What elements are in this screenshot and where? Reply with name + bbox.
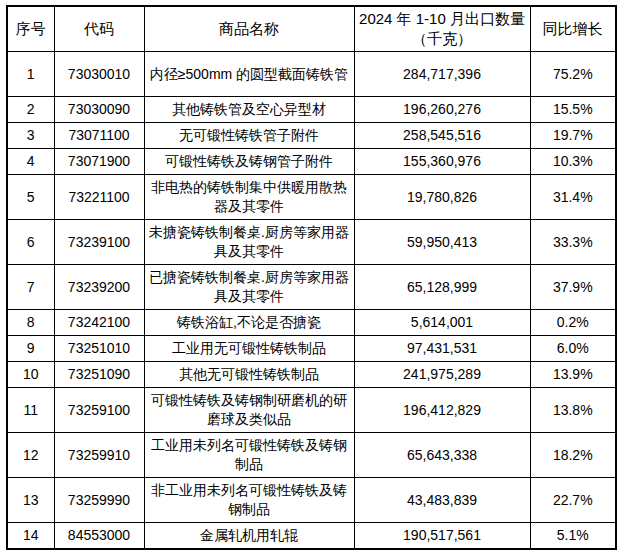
table-row: 3 73071100 无可锻性铸铁管子附件 258,545,516 19.7% — [7, 123, 616, 149]
cell-name: 可锻性铸铁及铸钢制研磨机的研磨球及类似品 — [144, 388, 354, 433]
cell-name: 其他无可锻性铸铁制品 — [144, 362, 354, 388]
cell-qty: 258,545,516 — [354, 123, 530, 149]
table-row: 13 73259990 非工业用未列名可锻性铸铁及铸钢制品 43,483,839… — [7, 478, 616, 523]
column-header-qty: 2024 年 1-10 月出口数量（千克） — [354, 6, 530, 52]
cell-name: 非电热的铸铁制集中供暖用散热器及其零件 — [144, 175, 354, 220]
cell-qty: 97,431,531 — [354, 336, 530, 362]
cell-name: 金属轧机用轧辊 — [144, 523, 354, 550]
table-row: 2 73030090 其他铸铁管及空心异型材 196,260,276 15.5% — [7, 97, 616, 123]
cell-name: 无可锻性铸铁管子附件 — [144, 123, 354, 149]
cell-code: 84553000 — [54, 523, 144, 550]
cell-code: 73221100 — [54, 175, 144, 220]
cell-code: 73239100 — [54, 220, 144, 265]
table-row: 4 73071900 可锻性铸铁及铸钢管子附件 155,360,976 10.3… — [7, 149, 616, 175]
cell-no: 8 — [7, 310, 54, 336]
cell-no: 9 — [7, 336, 54, 362]
cell-growth: 37.9% — [530, 265, 616, 310]
cell-name: 非工业用未列名可锻性铸铁及铸钢制品 — [144, 478, 354, 523]
cell-qty: 65,128,999 — [354, 265, 530, 310]
cell-growth: 10.3% — [530, 149, 616, 175]
cell-no: 13 — [7, 478, 54, 523]
cell-code: 73239200 — [54, 265, 144, 310]
document-page: 序号 代码 商品名称 2024 年 1-10 月出口数量（千克） 同比增长 1 … — [0, 0, 621, 550]
cell-no: 11 — [7, 388, 54, 433]
cell-growth: 19.7% — [530, 123, 616, 149]
cell-name: 未搪瓷铸铁制餐桌.厨房等家用器具及其零件 — [144, 220, 354, 265]
cell-growth: 22.7% — [530, 478, 616, 523]
table-row: 6 73239100 未搪瓷铸铁制餐桌.厨房等家用器具及其零件 59,950,4… — [7, 220, 616, 265]
cell-code: 73259990 — [54, 478, 144, 523]
cell-code: 73259910 — [54, 433, 144, 478]
cell-growth: 15.5% — [530, 97, 616, 123]
cell-qty: 241,975,289 — [354, 362, 530, 388]
cell-no: 12 — [7, 433, 54, 478]
cell-name: 已搪瓷铸铁制餐桌.厨房等家用器具及其零件 — [144, 265, 354, 310]
column-header-no: 序号 — [7, 6, 54, 52]
cell-growth: 0.2% — [530, 310, 616, 336]
cell-no: 4 — [7, 149, 54, 175]
cell-name: 铸铁浴缸,不论是否搪瓷 — [144, 310, 354, 336]
cell-qty: 5,614,001 — [354, 310, 530, 336]
column-header-name: 商品名称 — [144, 6, 354, 52]
table-row: 11 73259100 可锻性铸铁及铸钢制研磨机的研磨球及类似品 196,412… — [7, 388, 616, 433]
cell-name: 工业用无可锻性铸铁制品 — [144, 336, 354, 362]
cell-qty: 65,643,338 — [354, 433, 530, 478]
cell-qty: 43,483,839 — [354, 478, 530, 523]
cell-growth: 31.4% — [530, 175, 616, 220]
cell-qty: 284,717,396 — [354, 52, 530, 97]
cell-name: 其他铸铁管及空心异型材 — [144, 97, 354, 123]
table-row: 8 73242100 铸铁浴缸,不论是否搪瓷 5,614,001 0.2% — [7, 310, 616, 336]
cell-no: 3 — [7, 123, 54, 149]
cell-qty: 196,260,276 — [354, 97, 530, 123]
cell-growth: 13.8% — [530, 388, 616, 433]
cell-no: 6 — [7, 220, 54, 265]
cell-no: 7 — [7, 265, 54, 310]
cell-growth: 33.3% — [530, 220, 616, 265]
cell-no: 1 — [7, 52, 54, 97]
cell-no: 2 — [7, 97, 54, 123]
cell-code: 73030010 — [54, 52, 144, 97]
cell-growth: 5.1% — [530, 523, 616, 550]
table-header-row: 序号 代码 商品名称 2024 年 1-10 月出口数量（千克） 同比增长 — [7, 6, 616, 52]
cell-name: 内径≥500mm 的圆型截面铸铁管 — [144, 52, 354, 97]
cell-code: 73242100 — [54, 310, 144, 336]
cell-no: 14 — [7, 523, 54, 550]
cell-code: 73030090 — [54, 97, 144, 123]
cell-qty: 155,360,976 — [354, 149, 530, 175]
cell-growth: 18.2% — [530, 433, 616, 478]
table-row: 5 73221100 非电热的铸铁制集中供暖用散热器及其零件 19,780,82… — [7, 175, 616, 220]
cell-name: 工业用未列名可锻性铸铁及铸钢制品 — [144, 433, 354, 478]
cell-no: 10 — [7, 362, 54, 388]
table-row: 1 73030010 内径≥500mm 的圆型截面铸铁管 284,717,396… — [7, 52, 616, 97]
table-row: 12 73259910 工业用未列名可锻性铸铁及铸钢制品 65,643,338 … — [7, 433, 616, 478]
cell-no: 5 — [7, 175, 54, 220]
cell-growth: 75.2% — [530, 52, 616, 97]
cell-qty: 190,517,561 — [354, 523, 530, 550]
column-header-growth: 同比增长 — [530, 6, 616, 52]
table-row: 14 84553000 金属轧机用轧辊 190,517,561 5.1% — [7, 523, 616, 550]
table-row: 10 73251090 其他无可锻性铸铁制品 241,975,289 13.9% — [7, 362, 616, 388]
cell-code: 73071100 — [54, 123, 144, 149]
column-header-code: 代码 — [54, 6, 144, 52]
cell-qty: 19,780,826 — [354, 175, 530, 220]
table-row: 9 73251010 工业用无可锻性铸铁制品 97,431,531 6.0% — [7, 336, 616, 362]
table-row: 7 73239200 已搪瓷铸铁制餐桌.厨房等家用器具及其零件 65,128,9… — [7, 265, 616, 310]
cell-code: 73259100 — [54, 388, 144, 433]
cell-code: 73251090 — [54, 362, 144, 388]
cell-code: 73071900 — [54, 149, 144, 175]
cell-growth: 13.9% — [530, 362, 616, 388]
cell-qty: 59,950,413 — [354, 220, 530, 265]
cell-qty: 196,412,829 — [354, 388, 530, 433]
export-data-table: 序号 代码 商品名称 2024 年 1-10 月出口数量（千克） 同比增长 1 … — [6, 5, 617, 550]
cell-growth: 6.0% — [530, 336, 616, 362]
cell-code: 73251010 — [54, 336, 144, 362]
cell-name: 可锻性铸铁及铸钢管子附件 — [144, 149, 354, 175]
